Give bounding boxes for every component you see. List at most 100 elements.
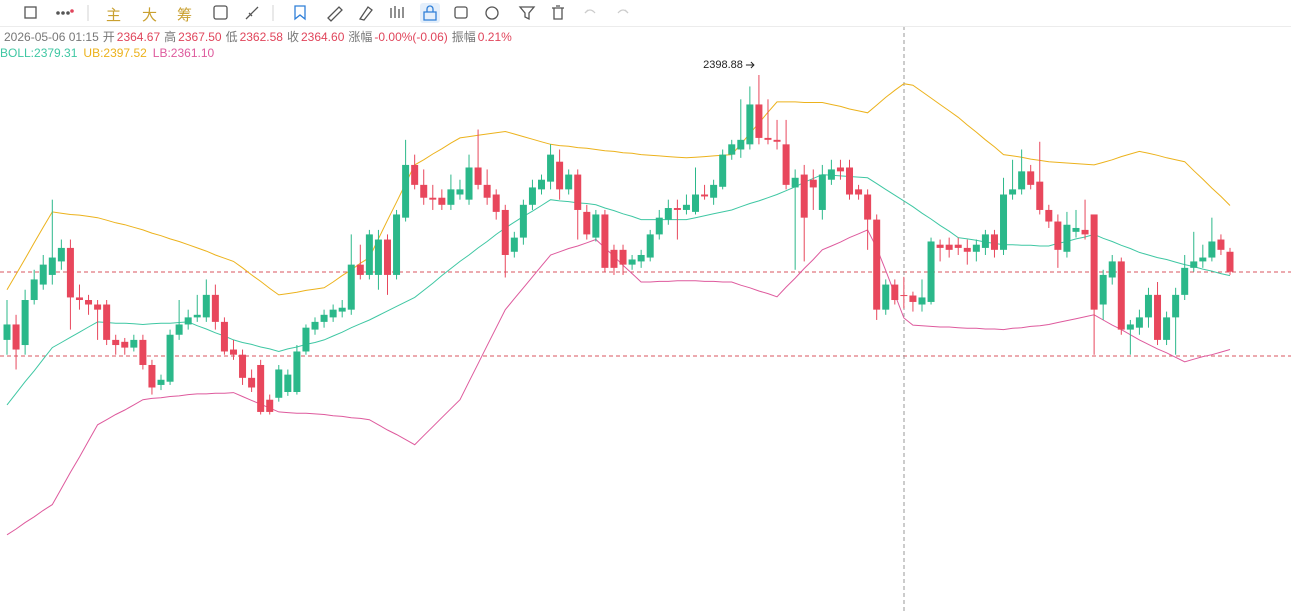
candle-body	[365, 234, 373, 275]
candle-body	[565, 174, 573, 190]
candle-body	[1000, 194, 1008, 250]
field-label: 开	[102, 30, 115, 44]
candle-body	[1018, 171, 1026, 190]
candle-body	[374, 239, 382, 275]
icon[interactable]	[617, 9, 629, 14]
candle-body	[909, 295, 917, 302]
icon[interactable]	[423, 5, 437, 21]
candle-body	[1009, 189, 1017, 195]
candle-body	[945, 244, 953, 250]
candle-body	[166, 334, 174, 382]
candle-body	[791, 177, 799, 188]
candle-body	[311, 321, 319, 330]
toolbar-button[interactable]: 大	[142, 7, 158, 24]
field-value: 2362.58	[239, 30, 283, 44]
candle-body	[646, 234, 654, 258]
candle-body	[519, 204, 527, 238]
candle-body	[48, 257, 56, 275]
field-value: 0.21%	[477, 30, 512, 44]
candle-body	[21, 300, 29, 346]
candle-body	[85, 300, 93, 305]
candle-body	[257, 364, 265, 412]
legend-entry: BOLL:2379.31	[0, 46, 78, 60]
band-line	[6, 174, 1231, 406]
candle-body	[1072, 227, 1080, 232]
toolbar-button[interactable]: 筹	[177, 7, 193, 24]
candle-body	[184, 317, 192, 325]
field-value: 2364.67	[116, 30, 161, 44]
candle-body	[239, 354, 247, 378]
more-tool[interactable]	[56, 9, 74, 15]
candle-body	[1172, 294, 1180, 318]
toolbar-icons	[24, 3, 629, 23]
candle-body	[139, 339, 147, 365]
candle-body	[438, 197, 446, 205]
candle-body	[873, 219, 881, 310]
toolbar: 主大筹	[0, 0, 1291, 27]
icon[interactable]	[294, 5, 306, 21]
candle-body	[1099, 274, 1107, 305]
candle-body	[66, 247, 74, 298]
candle-body	[347, 264, 355, 310]
candle-body	[302, 327, 310, 352]
toolbar-button[interactable]: 主	[106, 7, 122, 24]
icon[interactable]	[245, 6, 259, 20]
candle-body	[220, 321, 228, 352]
rect-tool[interactable]	[24, 6, 37, 19]
high-arrow	[745, 61, 755, 69]
candle-body	[846, 167, 854, 195]
candle-body	[284, 374, 292, 392]
icon[interactable]	[454, 6, 468, 19]
candle-body	[465, 167, 473, 200]
candle-body	[383, 239, 391, 275]
candle-body	[1045, 209, 1053, 222]
candle-body	[900, 295, 908, 297]
candle-body	[229, 349, 237, 355]
candle-body	[1081, 229, 1089, 235]
icon[interactable]	[584, 9, 596, 14]
candle-body	[456, 189, 464, 195]
icon[interactable]	[485, 6, 499, 20]
candle-body	[592, 214, 600, 238]
candle-body	[30, 279, 38, 301]
high-label: 2398.88	[703, 59, 743, 71]
icon[interactable]	[358, 6, 373, 21]
candle-body	[610, 249, 618, 268]
candle-body	[719, 154, 727, 187]
candle-body	[1208, 241, 1216, 258]
icon[interactable]	[552, 5, 564, 20]
candle-body	[1154, 294, 1162, 340]
band-line	[6, 229, 1231, 536]
candle-body	[1163, 317, 1171, 340]
candle-body	[474, 167, 482, 185]
info-line: 2026-05-06 01:15 开 2364.67 高 2367.50 低 2362.58…	[4, 28, 516, 45]
icon[interactable]	[390, 6, 404, 18]
field-label: 涨幅	[348, 30, 373, 44]
candle-body	[800, 174, 808, 218]
candle-body	[175, 324, 183, 335]
candle-body	[882, 284, 890, 310]
candle-body	[827, 169, 835, 180]
candle-body	[393, 214, 401, 275]
candle-body	[972, 244, 980, 252]
candle-body	[329, 309, 337, 318]
icon[interactable]	[518, 6, 536, 21]
candle-body	[1054, 221, 1062, 250]
candle-body	[411, 164, 419, 185]
candle-body	[954, 244, 962, 248]
candle-body	[655, 217, 663, 235]
active-bg	[420, 3, 440, 23]
candle-body	[701, 194, 709, 197]
candle-body	[1063, 224, 1071, 252]
candles	[3, 74, 1234, 415]
candle-body	[990, 234, 998, 250]
candle-body	[764, 137, 772, 140]
candle-body	[818, 174, 826, 210]
icon[interactable]	[327, 6, 343, 22]
candle-body	[338, 307, 346, 312]
candle-body	[710, 184, 718, 198]
icon[interactable]	[213, 5, 228, 20]
candle-body	[601, 214, 609, 268]
candle-body	[148, 364, 156, 388]
